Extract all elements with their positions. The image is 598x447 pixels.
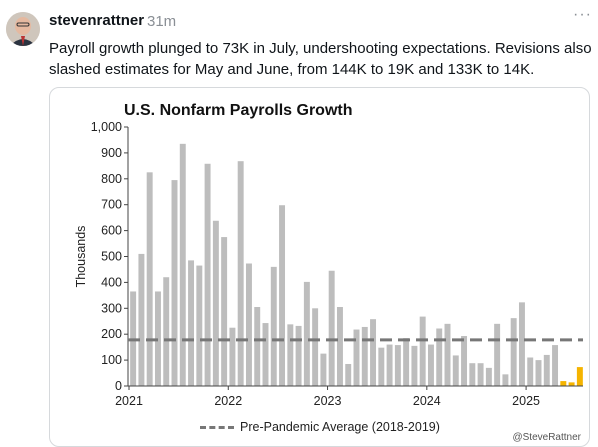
bar <box>353 329 360 386</box>
y-tick-label: 200 <box>101 327 122 341</box>
bar <box>560 381 567 386</box>
bar <box>237 161 244 386</box>
bar <box>444 323 451 386</box>
bar <box>262 323 269 386</box>
bar <box>403 338 410 386</box>
y-tick-label: 700 <box>101 198 122 212</box>
chart-svg: 0 100 200 300 400 500 600 700 800 900 1,000 Thousan… <box>74 120 583 408</box>
bar <box>568 382 575 386</box>
bar <box>146 172 153 386</box>
chart-card[interactable]: U.S. Nonfarm Payrolls Growth 0 100 200 300 4… <box>49 87 590 447</box>
bar <box>535 360 542 386</box>
bar <box>576 367 583 386</box>
legend-label: Pre-Pandemic Average (2018-2019) <box>240 420 440 434</box>
y-tick-label: 1,000 <box>91 120 122 134</box>
bar <box>196 265 203 386</box>
bar <box>419 316 426 386</box>
username[interactable]: stevenrattner <box>49 12 145 29</box>
bar <box>543 354 550 386</box>
y-tick-label: 300 <box>101 301 122 315</box>
chart-credit: @SteveRattner <box>512 432 581 443</box>
bar <box>287 324 294 386</box>
bar <box>328 270 335 386</box>
bar <box>221 237 228 386</box>
bar <box>461 336 468 386</box>
bar <box>254 307 261 386</box>
bar <box>312 308 319 386</box>
x-tick-label: 2024 <box>413 394 441 408</box>
post-text: Payroll growth plunged to 73K in July, u… <box>49 40 592 78</box>
bar <box>552 345 559 386</box>
bar <box>279 205 286 386</box>
y-tick-label: 800 <box>101 172 122 186</box>
bar <box>452 355 459 386</box>
bar <box>361 326 368 386</box>
bar <box>179 143 186 386</box>
bar <box>469 363 476 386</box>
more-options-icon[interactable]: ··· <box>573 6 592 23</box>
bar <box>204 163 211 386</box>
bar <box>138 253 145 386</box>
bar <box>188 260 195 386</box>
x-tick-label: 2025 <box>512 394 540 408</box>
bar <box>212 220 219 386</box>
x-tick-label: 2022 <box>214 394 242 408</box>
bar <box>245 263 252 386</box>
bar <box>370 319 377 386</box>
y-tick-label: 500 <box>101 250 122 264</box>
chart-title: U.S. Nonfarm Payrolls Growth <box>124 102 353 119</box>
x-tick-label: 2023 <box>314 394 342 408</box>
y-tick-label: 600 <box>101 224 122 238</box>
y-tick-label: 400 <box>101 275 122 289</box>
y-axis-label: Thousands <box>74 226 88 288</box>
bar <box>320 353 327 386</box>
bar <box>494 323 501 386</box>
bar <box>485 367 492 386</box>
timestamp[interactable]: 31m <box>147 13 177 30</box>
bar <box>295 325 302 386</box>
bar <box>527 357 534 386</box>
bar <box>336 307 343 386</box>
bar <box>502 374 509 386</box>
bar <box>345 363 352 386</box>
bar <box>427 344 434 386</box>
y-tick-label: 900 <box>101 146 122 160</box>
bar <box>303 281 310 386</box>
bar <box>163 277 170 386</box>
bar <box>270 266 277 386</box>
legend-dash-swatch <box>200 425 234 429</box>
bar <box>436 328 443 386</box>
y-tick-label: 100 <box>101 353 122 367</box>
bar <box>411 345 418 386</box>
bar <box>378 347 385 386</box>
bar <box>518 302 525 386</box>
bar <box>171 180 178 386</box>
x-tick-label: 2021 <box>115 394 143 408</box>
bar <box>229 327 236 386</box>
chart-legend: Pre-Pandemic Average (2018-2019) <box>200 420 440 434</box>
y-tick-label: 0 <box>115 379 122 393</box>
bar <box>510 318 517 386</box>
avatar-image <box>6 12 40 46</box>
bar <box>394 345 401 386</box>
avatar[interactable] <box>6 12 40 46</box>
bar <box>477 363 484 386</box>
bar <box>386 344 393 386</box>
